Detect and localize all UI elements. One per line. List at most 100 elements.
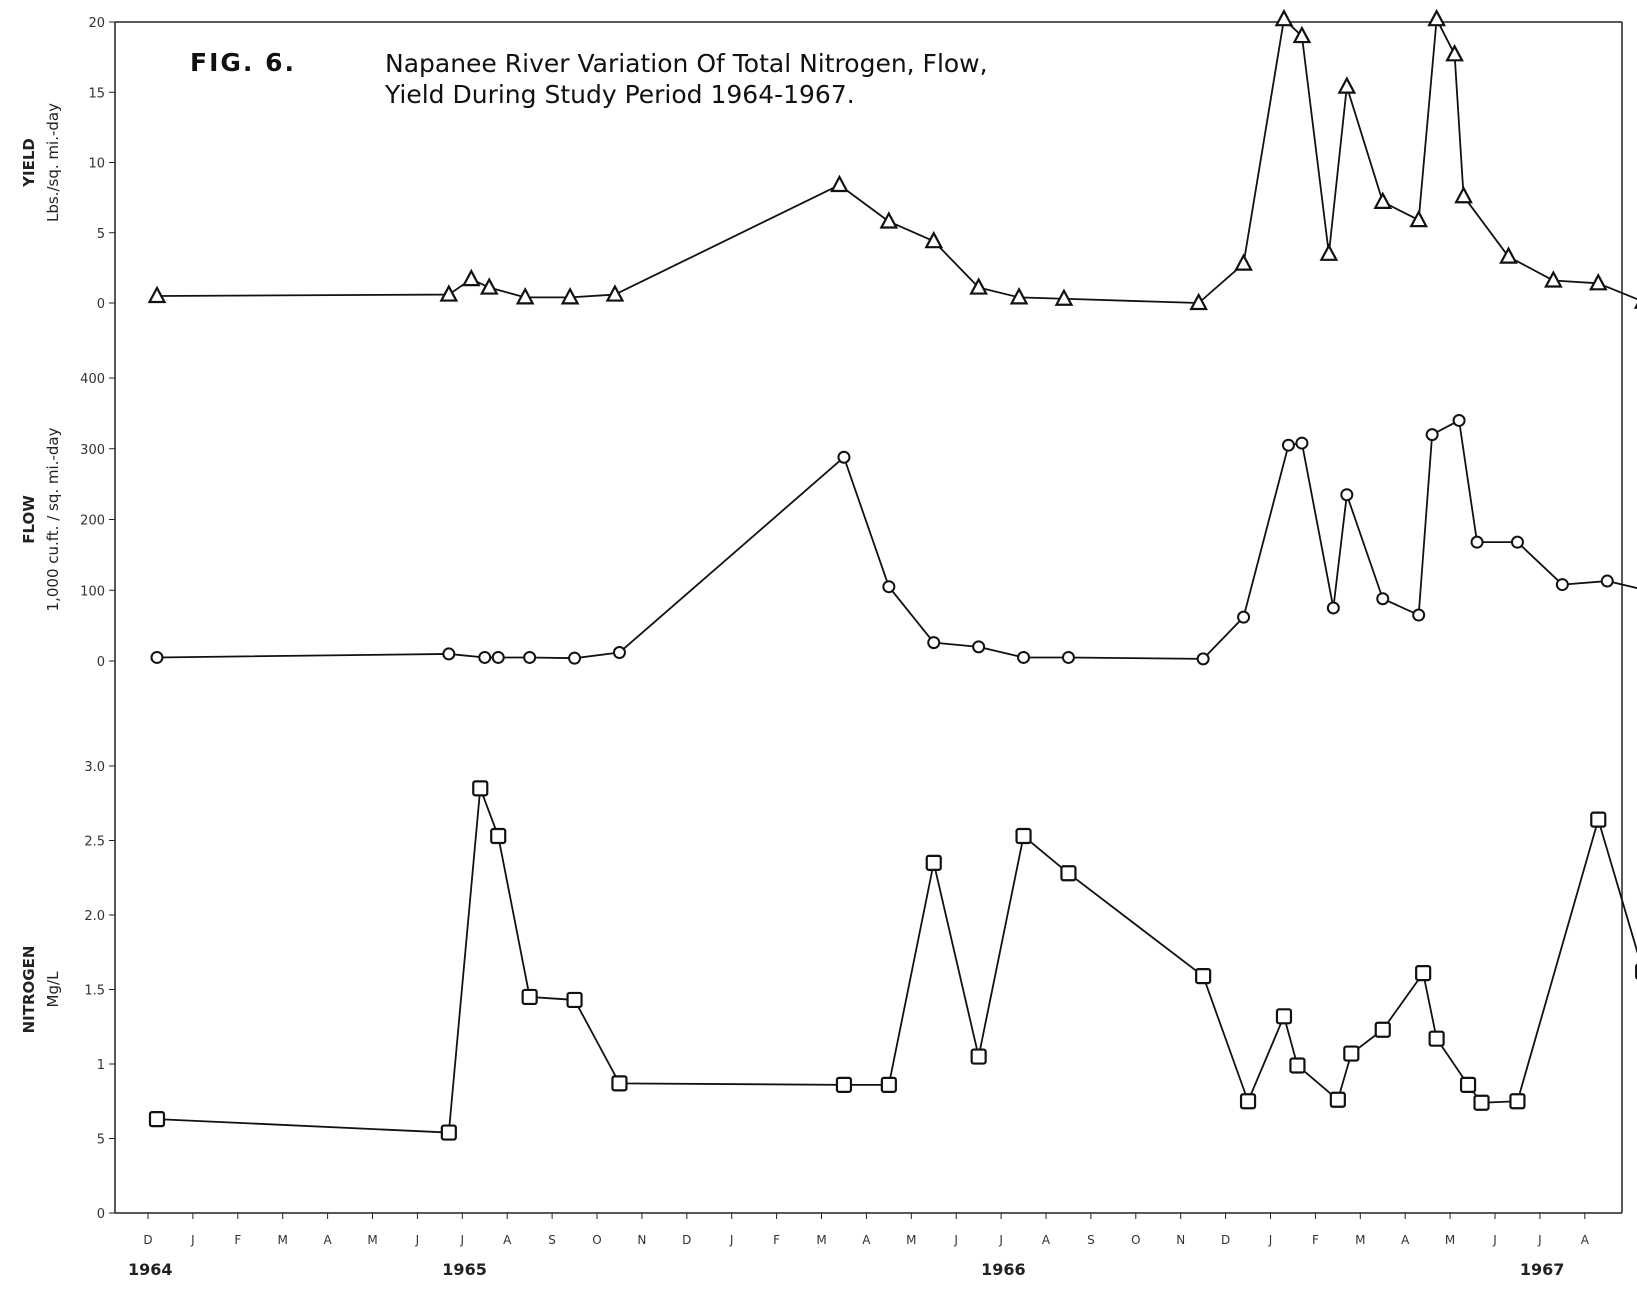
year-label: 1965	[442, 1260, 487, 1279]
x-tick-label: A	[862, 1233, 871, 1247]
data-point-circle	[1600, 574, 1614, 588]
data-point-triangle	[1427, 8, 1446, 27]
data-point-circle	[1295, 436, 1309, 450]
data-point-triangle	[439, 284, 459, 302]
x-tick-label: A	[1401, 1233, 1410, 1247]
y-tick-label: 400	[80, 372, 105, 387]
x-tick-label: M	[816, 1233, 826, 1247]
y-axis-unit: Mg/L	[44, 971, 62, 1008]
x-tick-label: J	[1537, 1233, 1542, 1247]
data-point-circle	[1555, 578, 1569, 592]
data-point-circle	[1017, 650, 1031, 664]
x-tick-label: N	[637, 1233, 646, 1247]
y-tick-label: 5	[97, 1133, 105, 1148]
x-tick-label: M	[906, 1233, 916, 1247]
year-label: 1967	[1520, 1260, 1565, 1279]
data-point-square	[521, 988, 538, 1006]
y-axis-unit: 1,000 cu.ft. / sq. mi.-day	[44, 427, 62, 611]
data-point-circle	[1376, 592, 1390, 606]
data-point-circle	[612, 646, 626, 660]
data-point-triangle	[879, 211, 899, 229]
data-point-triangle	[1499, 246, 1518, 264]
data-point-triangle	[1009, 287, 1029, 305]
data-point-triangle	[1292, 25, 1312, 44]
data-point-circle	[1340, 488, 1354, 502]
y-tick-label: 3.0	[84, 760, 105, 775]
data-point-circle	[927, 636, 941, 650]
data-point-triangle	[1274, 8, 1294, 27]
x-tick-label: J	[415, 1233, 420, 1247]
data-point-circle	[568, 651, 582, 665]
x-tick-label: J	[1492, 1233, 1497, 1247]
data-point-circle	[1326, 601, 1340, 615]
y-tick-label: 200	[80, 514, 105, 529]
x-tick-label: J	[729, 1233, 734, 1247]
data-point-circle	[1061, 650, 1075, 664]
data-point-square	[1415, 965, 1432, 982]
y-tick-label: 20	[88, 16, 105, 31]
y-axis-unit: Lbs./sq. mi.-day	[44, 103, 62, 222]
data-point-triangle	[924, 230, 944, 249]
series-line	[156, 419, 1637, 660]
y-tick-label: 0	[97, 1207, 105, 1222]
data-point-circle	[491, 650, 505, 664]
data-point-triangle	[1234, 253, 1253, 271]
data-point-triangle	[1544, 270, 1563, 288]
data-point-triangle	[560, 287, 580, 305]
x-tick-label: M	[1445, 1233, 1455, 1247]
data-point-square	[880, 1076, 897, 1093]
data-point-triangle	[479, 277, 499, 295]
data-point-circle	[1196, 652, 1210, 666]
data-point-triangle	[1189, 292, 1208, 311]
data-point-square	[611, 1075, 628, 1092]
y-tick-label: 2.5	[84, 835, 105, 850]
x-tick-label: S	[1087, 1233, 1095, 1247]
x-tick-label: A	[1581, 1233, 1590, 1247]
data-point-triangle	[1409, 209, 1429, 228]
x-tick-label: J	[1268, 1233, 1273, 1247]
data-point-square	[835, 1076, 853, 1093]
figure-label: FIG. 6.	[190, 48, 296, 77]
y-tick-label: 2.0	[84, 909, 105, 924]
y-tick-label: 15	[88, 86, 105, 101]
figure-title-line-2: Yield During Study Period 1964-1967.	[385, 80, 855, 109]
x-tick-label: D	[682, 1233, 691, 1247]
year-label: 1964	[128, 1260, 173, 1279]
figure-title: Napanee River Variation Of Total Nitroge…	[385, 48, 988, 110]
x-tick-label: D	[1221, 1233, 1230, 1247]
data-point-triangle	[1445, 43, 1464, 62]
data-point-triangle	[830, 174, 849, 193]
data-point-square	[1329, 1091, 1346, 1108]
data-point-square	[1015, 827, 1032, 845]
x-tick-label: J	[190, 1233, 195, 1247]
y-tick-label: 10	[88, 157, 105, 172]
x-tick-label: A	[1042, 1233, 1051, 1247]
data-point-triangle	[605, 284, 625, 302]
data-point-circle	[478, 650, 492, 664]
y-tick-label: 1	[97, 1058, 105, 1073]
y-axis-title: FLOW	[20, 495, 38, 544]
data-point-square	[1590, 811, 1607, 828]
data-point-square	[440, 1124, 457, 1141]
data-point-circle	[1425, 428, 1439, 442]
y-tick-label: 1.5	[84, 984, 105, 999]
data-point-triangle	[1054, 288, 1074, 306]
data-point-square	[1275, 1008, 1293, 1025]
data-point-triangle	[1319, 243, 1339, 261]
data-point-square	[566, 991, 583, 1009]
data-point-triangle	[1588, 273, 1608, 291]
data-point-triangle	[1454, 185, 1473, 204]
y-tick-label: 5	[97, 227, 105, 242]
data-point-square	[1060, 865, 1077, 882]
x-tick-label: O	[1131, 1233, 1140, 1247]
data-point-square	[1289, 1057, 1306, 1074]
year-label: 1966	[981, 1260, 1026, 1279]
data-point-square	[1195, 967, 1212, 985]
data-point-circle	[442, 647, 456, 661]
y-tick-label: 100	[80, 584, 105, 599]
x-tick-label: M	[367, 1233, 377, 1247]
data-point-square	[1428, 1030, 1445, 1047]
data-point-triangle	[1337, 76, 1357, 94]
x-tick-label: D	[143, 1233, 152, 1247]
